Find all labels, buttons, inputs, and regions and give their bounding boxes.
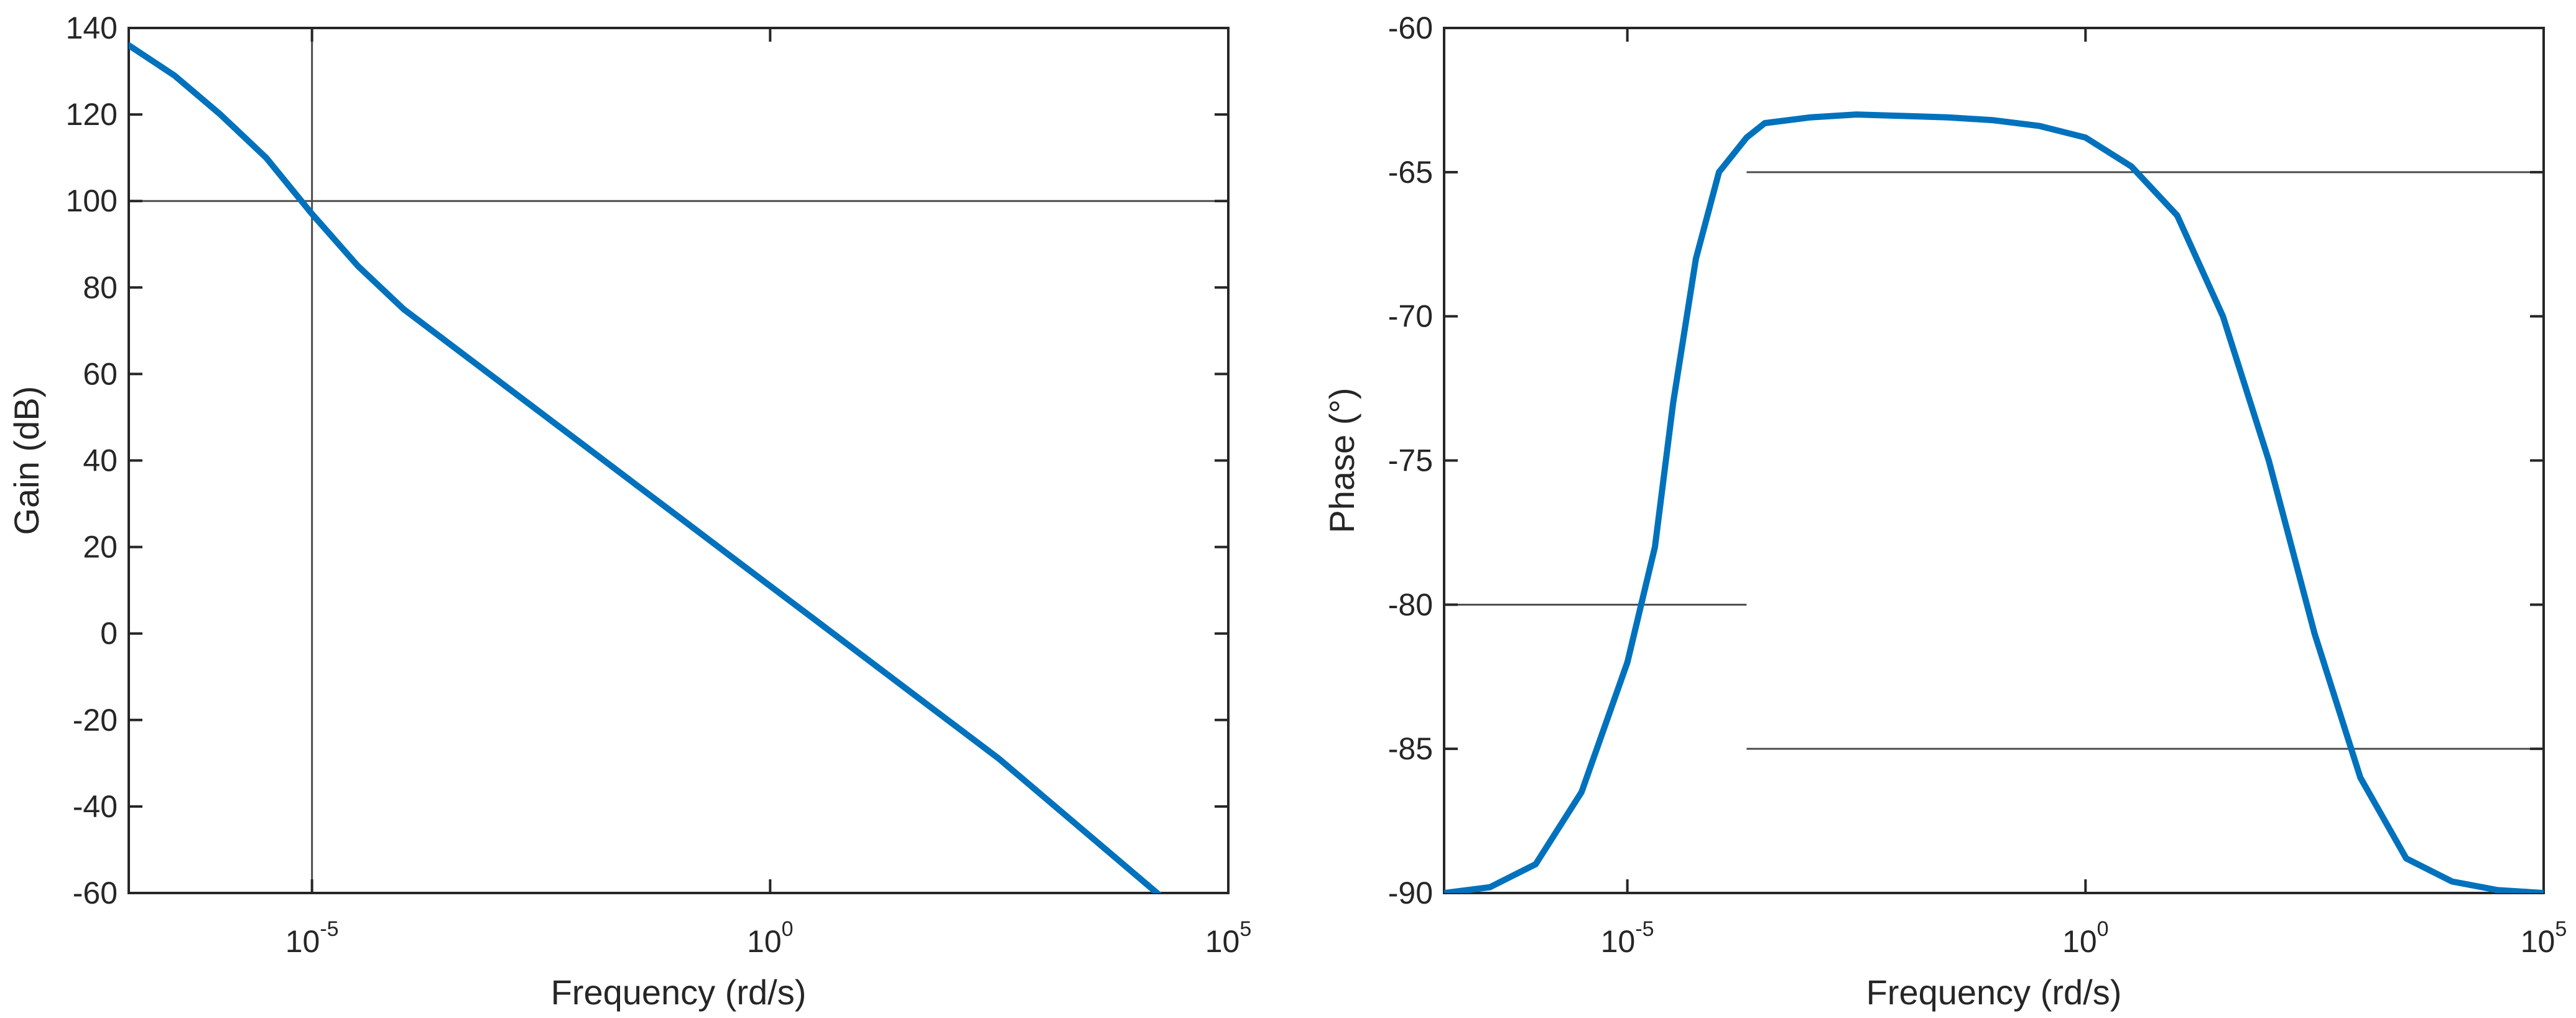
- y-tick-label: -60: [1388, 11, 1433, 45]
- y-tick-label: 140: [66, 11, 118, 45]
- y-tick-label: -60: [73, 876, 118, 910]
- x-tick-label: 105: [1205, 917, 1252, 959]
- y-tick-label: -40: [73, 789, 118, 824]
- y-tick-label: 100: [66, 183, 118, 218]
- series-line-0: [129, 42, 1162, 893]
- x-tick-label: 105: [2521, 917, 2567, 959]
- y-axis-label: Gain (dB): [7, 386, 46, 535]
- y-tick-label: -85: [1388, 731, 1433, 766]
- y-tick-label: 20: [83, 530, 118, 565]
- y-tick-label: -75: [1388, 443, 1433, 478]
- y-tick-label: 80: [83, 270, 118, 305]
- gain-plot: 10-5 100 105 -60 -40 -20 0 20 40 60 80 100 120 140 Fre…: [7, 11, 1251, 1012]
- y-tick-label: 0: [100, 616, 118, 651]
- x-tick-label: 10-5: [285, 917, 339, 959]
- y-tick-label: -90: [1388, 876, 1433, 910]
- x-tick-label: 10-5: [1601, 917, 1654, 959]
- axes-frame: [127, 27, 1230, 894]
- x-axis-label: Frequency (rd/s): [551, 973, 807, 1012]
- phase-plot: 10-5 100 105 -90 -85 -80 -75 -70 -65 -60 Frequency…: [1322, 11, 2567, 1012]
- y-tick-label: -70: [1388, 299, 1433, 334]
- y-tick-label: 40: [83, 443, 118, 478]
- y-axis-label: Phase (°): [1322, 387, 1361, 533]
- x-axis-label: Frequency (rd/s): [1866, 973, 2122, 1012]
- y-tick-label: -65: [1388, 155, 1433, 190]
- y-tick-label: -80: [1388, 587, 1433, 622]
- y-tick-label: 60: [83, 356, 118, 391]
- series-line-0: [1444, 111, 2544, 893]
- x-tick-label: 100: [747, 917, 794, 959]
- axes-frame: [1443, 27, 2545, 894]
- x-tick-label: 100: [2062, 917, 2109, 959]
- y-tick-label: 120: [66, 97, 118, 132]
- y-tick-label: -20: [73, 703, 118, 738]
